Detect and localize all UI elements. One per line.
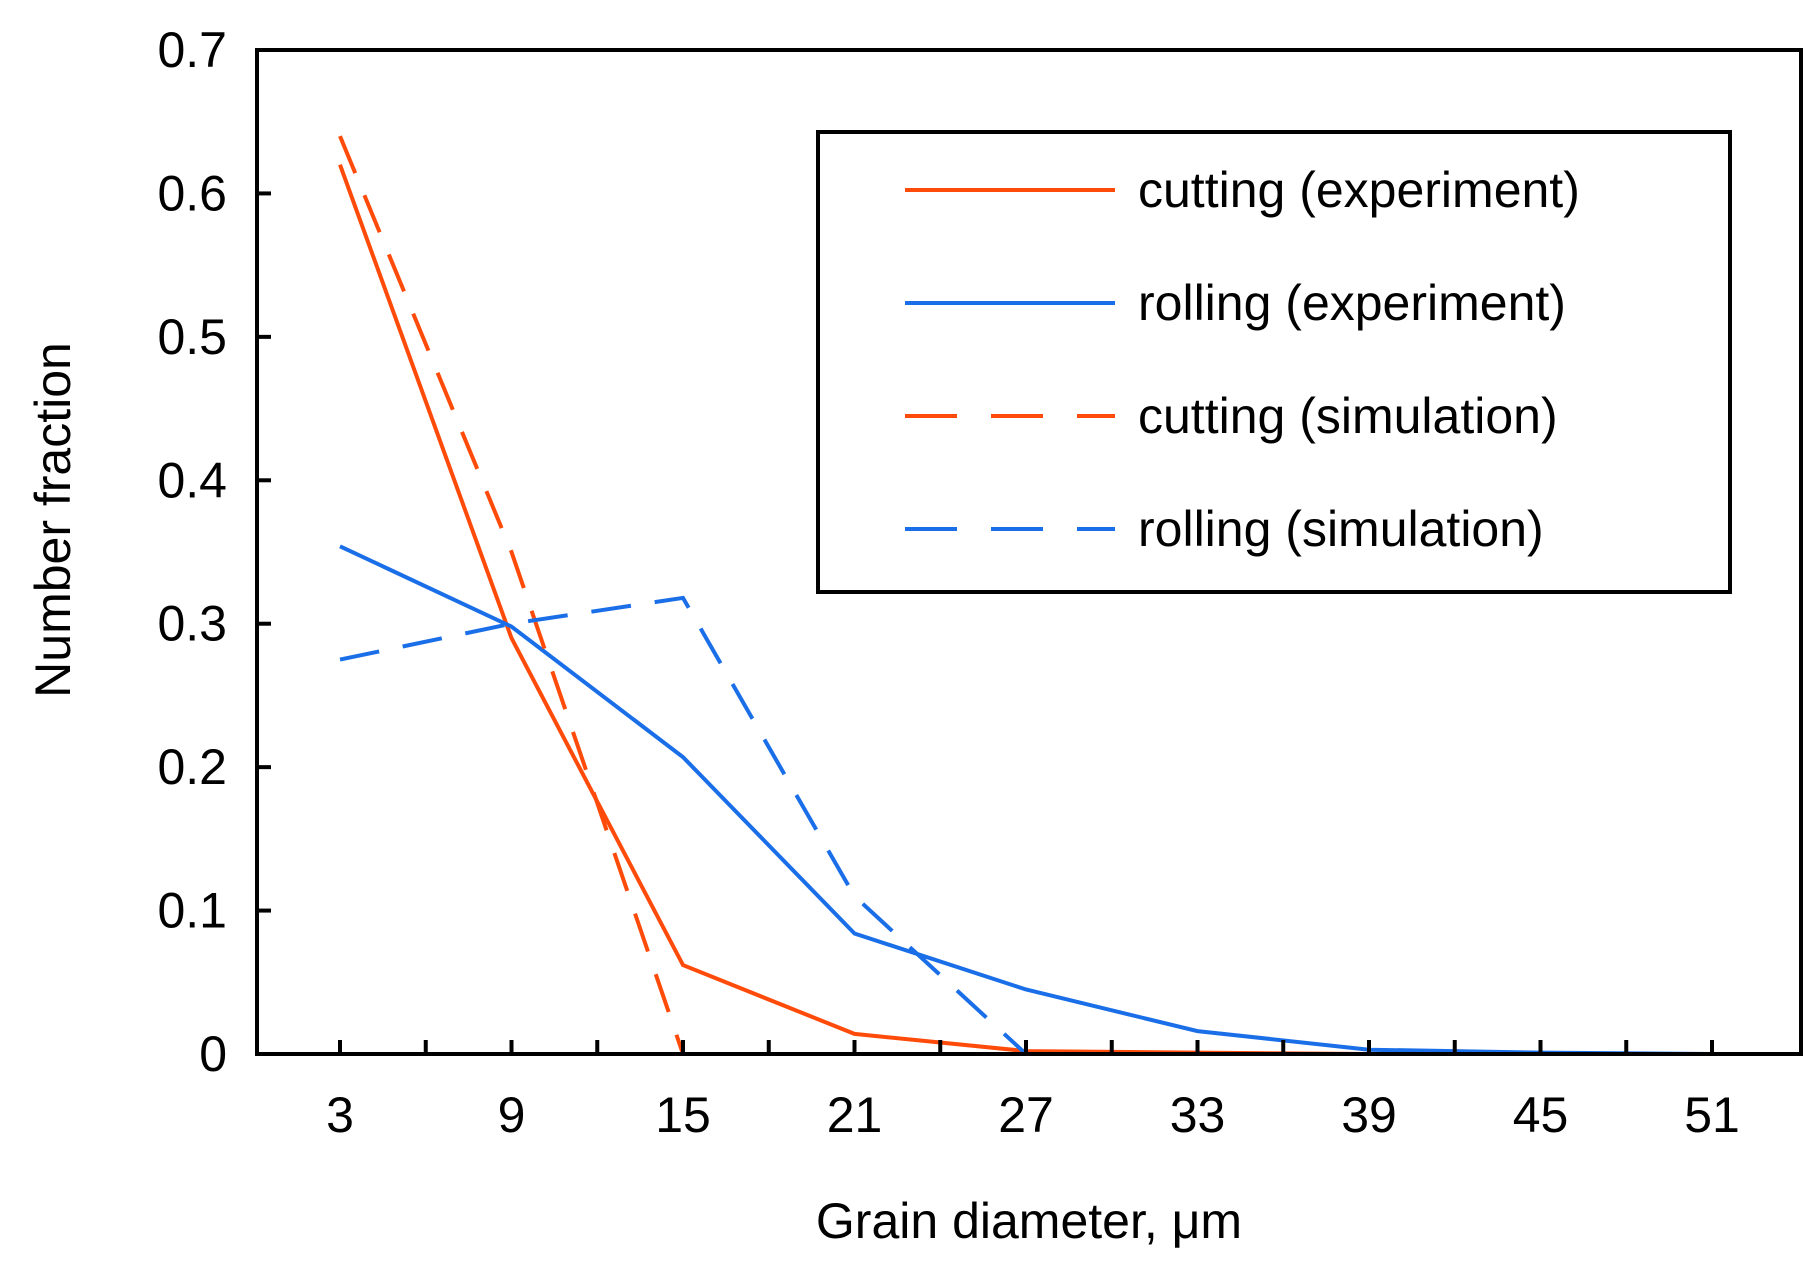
y-tick-label: 0.5 (157, 309, 227, 365)
x-tick-label: 21 (827, 1087, 883, 1143)
legend-label: cutting (simulation) (1138, 388, 1558, 444)
x-tick-label: 45 (1513, 1087, 1569, 1143)
y-tick-label: 0 (199, 1026, 227, 1082)
plot-frame (255, 48, 1803, 1056)
y-tick-label: 0.1 (157, 883, 227, 939)
y-axis-label: Number fraction (25, 342, 81, 698)
y-tick-label: 0.7 (157, 22, 227, 78)
legend-label: rolling (simulation) (1138, 501, 1544, 557)
x-tick-label: 15 (655, 1087, 711, 1143)
x-tick-label: 3 (326, 1087, 354, 1143)
x-tick-label: 33 (1170, 1087, 1226, 1143)
y-tick-label: 0.4 (157, 452, 227, 508)
x-axis: 3 9 15 21 27 33 39 45 51 (326, 1040, 1740, 1143)
legend-label: cutting (experiment) (1138, 162, 1580, 218)
legend-label: rolling (experiment) (1138, 275, 1566, 331)
x-tick-label: 9 (498, 1087, 526, 1143)
legend-box (816, 130, 1732, 594)
series-line-2 (339, 544, 1713, 1056)
x-tick-label: 39 (1341, 1087, 1397, 1143)
y-tick-label: 0.2 (157, 739, 227, 795)
x-axis-label: Grain diameter, μm (816, 1193, 1242, 1249)
y-tick-label: 0.3 (157, 596, 227, 652)
x-tick-label: 51 (1684, 1087, 1740, 1143)
series-line-4 (339, 595, 1712, 1056)
y-axis: 0 0.1 0.2 0.3 0.4 0.5 0.6 0.7 (157, 22, 271, 1082)
y-tick-label: 0.6 (157, 165, 227, 221)
legend: cutting (experiment) rolling (experiment)… (816, 130, 1732, 594)
x-tick-label: 27 (998, 1087, 1054, 1143)
